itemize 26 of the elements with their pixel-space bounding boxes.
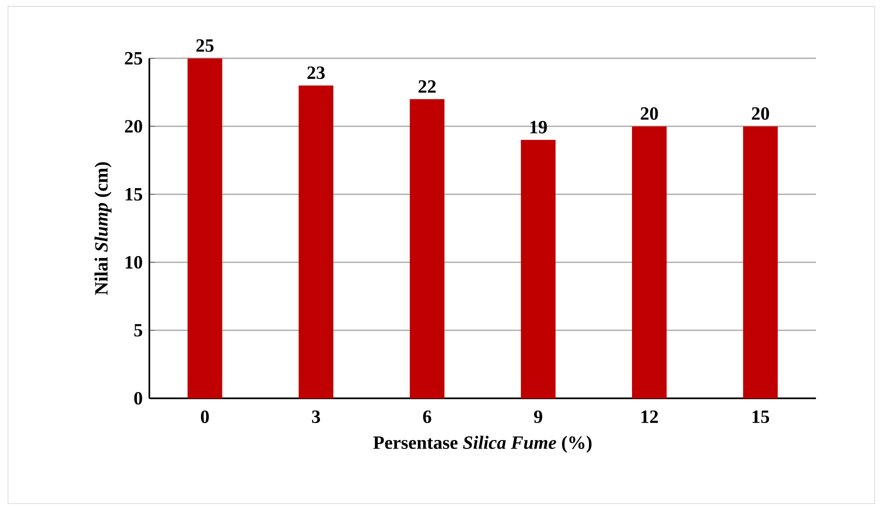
- bar: [298, 86, 334, 398]
- y-tick-label: 0: [134, 392, 142, 405]
- x-tick-label: 15: [752, 410, 770, 424]
- data-label: 25: [196, 39, 214, 52]
- y-tick-label: 25: [124, 52, 142, 65]
- data-label: 20: [752, 107, 770, 120]
- y-tick-label: 20: [124, 120, 142, 133]
- bar: [188, 58, 222, 398]
- x-tick-label: 3: [312, 410, 320, 424]
- y-tick-label: 15: [126, 188, 142, 201]
- x-tick-label: 9: [534, 410, 542, 424]
- bar: [410, 99, 444, 398]
- data-label: 22: [418, 80, 436, 93]
- x-tick-label: 12: [642, 410, 658, 423]
- bar: [520, 140, 556, 398]
- y-axis-title: Nilai Slump (cm): [94, 162, 112, 295]
- x-tick-label: 6: [423, 410, 432, 424]
- y-tick-label: 5: [134, 324, 142, 337]
- data-label: 20: [640, 107, 658, 120]
- data-label: 19: [530, 120, 547, 134]
- x-axis-title: Persentase Silica Fume (%): [373, 436, 592, 453]
- data-label: 23: [307, 66, 325, 80]
- bar: [743, 126, 778, 398]
- y-tick-label: 10: [126, 256, 142, 269]
- bar: [632, 126, 667, 398]
- x-tick-label: 0: [200, 410, 209, 424]
